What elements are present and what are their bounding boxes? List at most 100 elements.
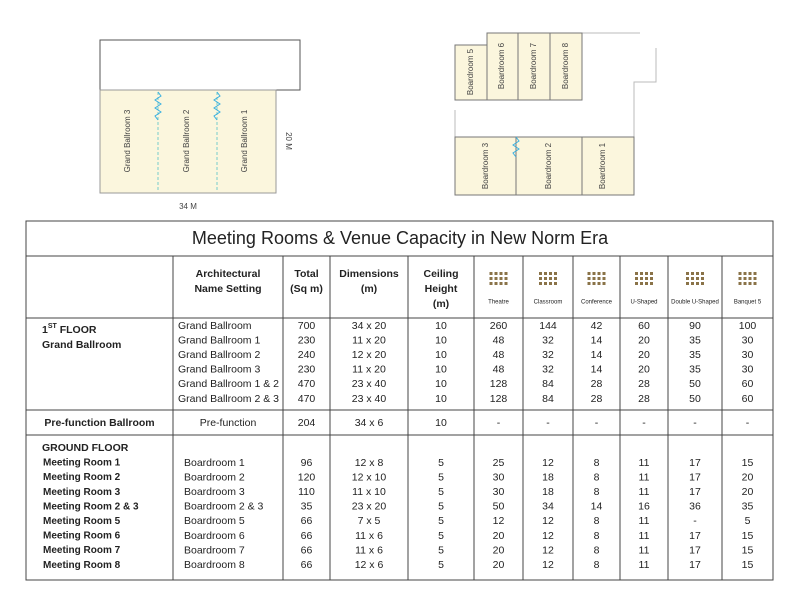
cell: 12 [542,559,554,571]
icon-dot [686,272,689,275]
icon-dot [738,282,742,285]
icon-dot [504,282,508,285]
icon-dot [738,272,742,275]
icon-dot [549,277,552,280]
cell: 34 [542,501,554,513]
cell: 10 [435,378,447,390]
icon-dot [592,282,596,285]
cell: 17 [689,457,701,469]
room-name: Grand Ballroom 2 & 3 [178,393,279,405]
room [454,136,517,196]
icon-dot [645,272,648,275]
dimension: 20 M [284,132,293,150]
capacity-table: Meeting Rooms & Venue Capacity in New No… [25,220,774,581]
cell: 35 [689,334,701,346]
room-name: Grand Ballroom 1 [178,334,260,346]
capacity-header: Banquet 5 [734,300,762,306]
cell: 17 [689,486,701,498]
cell: 8 [594,544,600,556]
label-part: FLOOR [57,324,97,336]
cell: 66 [301,515,313,527]
cell: 5 [438,530,444,542]
label-part: 1 [42,324,48,336]
cell: 18 [542,486,554,498]
cell: 15 [742,559,754,571]
icon-dot [554,282,557,285]
icon-dot [686,282,689,285]
cell: 36 [689,501,701,513]
room-label: Boardroom 5 [466,48,475,95]
icon-dot [748,277,752,280]
cell: 84 [542,393,554,405]
cell: 17 [689,530,701,542]
cell: 5 [745,515,751,527]
cell: - [746,417,750,429]
cell: 15 [742,457,754,469]
cell: 12 x 10 [352,471,387,483]
icon-dot [645,282,648,285]
row-label: Meeting Room 5 [43,516,121,527]
icon-dot [696,277,699,280]
ballroom [99,89,277,194]
cell: 14 [591,501,603,513]
room [454,44,488,101]
table-border [25,220,774,581]
cell: 17 [689,544,701,556]
cell: 28 [638,378,650,390]
icon-dot [597,272,601,275]
icon-dot [635,277,638,280]
cell: 11 x 20 [352,364,386,376]
cell: 470 [298,393,316,405]
cell: 5 [438,457,444,469]
cell: 30 [742,364,754,376]
table-title: Meeting Rooms & Venue Capacity in New No… [192,228,609,248]
cell: 15 [742,544,754,556]
cell: 42 [591,320,603,332]
layout-icon [489,272,508,285]
icon-dot [686,277,689,280]
cell: 60 [742,378,754,390]
icon-dot [691,282,694,285]
cell: 10 [435,417,447,429]
column-header: (Sq m) [290,283,323,295]
cell: 23 x 20 [352,501,387,513]
column-header: Total [294,268,318,280]
icon-dot [539,277,542,280]
icon-dot [489,282,493,285]
column-header: (m) [433,298,449,310]
cell: 50 [689,378,701,390]
room-name: Boardroom 7 [184,544,245,556]
cell: 30 [742,349,754,361]
section-label: Pre-function Ballroom [44,417,154,429]
room-label: Boardroom 3 [481,142,490,189]
column-header: Height [425,283,458,295]
ballroom-plan: Grand Ballroom 3 Grand Ballroom 2 Grand … [99,39,301,211]
icon-dot [650,272,653,275]
capacity-header: Conference [581,300,613,306]
cell: 10 [435,393,447,405]
cell: - [693,515,697,527]
cell: 30 [493,471,505,483]
row-label: Meeting Room 3 [43,487,121,498]
cell: 12 [542,530,554,542]
room-name: Grand Ballroom [178,320,252,332]
cell: 10 [435,334,447,346]
column-header: Ceiling [423,268,458,280]
room-label: Boardroom 2 [544,142,553,189]
room-name: Grand Ballroom 2 [178,349,260,361]
column-header: Dimensions [339,268,399,280]
capacity-header: Classroom [534,300,563,306]
room-label: Grand Ballroom 3 [123,109,132,172]
cell: 16 [638,501,650,513]
cell: 84 [542,378,554,390]
icon-dot [587,277,591,280]
section-sublabel: Grand Ballroom [42,339,121,351]
cell: 11 [639,530,650,542]
room [515,136,583,196]
room-label: Boardroom 7 [529,42,538,89]
cell: 11 [639,559,650,571]
cell: 60 [638,320,650,332]
icon-dot [748,272,752,275]
cell: 700 [298,320,316,332]
icon-dot [597,282,601,285]
